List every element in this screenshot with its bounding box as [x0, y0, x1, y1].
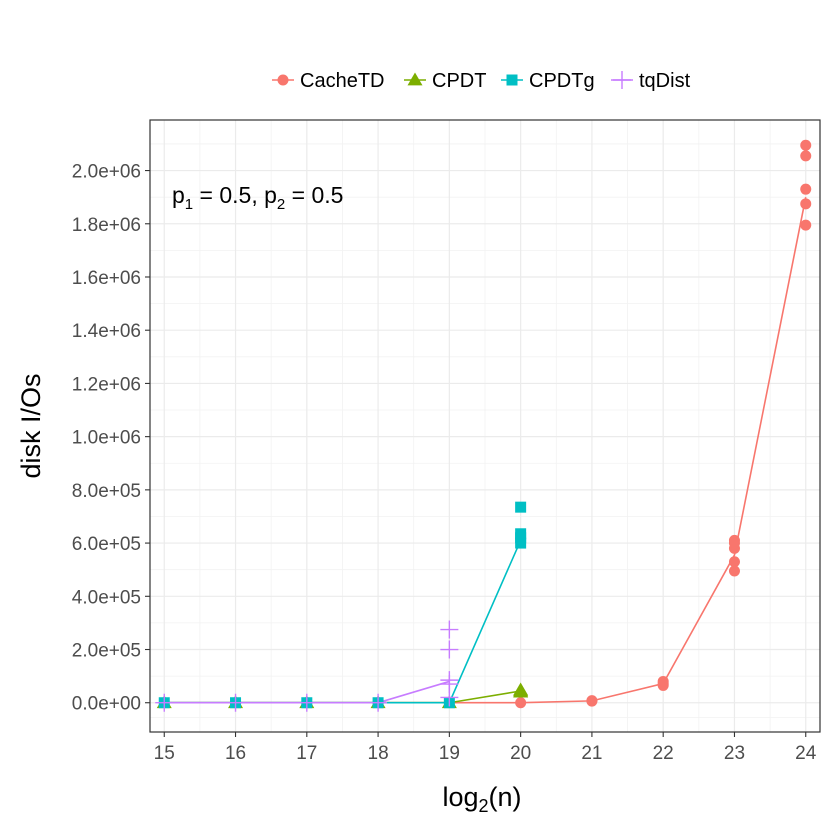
x-tick-label: 18 — [368, 743, 389, 764]
y-tick-label: 1.8e+06 — [72, 215, 141, 236]
legend-item-cpdt: CPDT — [404, 70, 486, 92]
y-tick-label: 0.0e+00 — [72, 694, 141, 715]
legend-item-tqdist: tqDist — [611, 70, 691, 92]
data-point-cachetd — [800, 150, 812, 162]
x-tick-label: 15 — [154, 743, 175, 764]
data-point-cachetd — [800, 139, 812, 151]
parameter-annotation: p1 = 0.5, p2 = 0.5 — [172, 182, 343, 213]
data-point-tqdist — [226, 693, 245, 712]
x-tick-label: 21 — [581, 743, 602, 764]
series-lines — [164, 197, 807, 704]
data-point-tqdist — [369, 693, 388, 712]
legend-item-cpdtg: CPDTg — [501, 70, 595, 92]
y-axis: 0.0e+00 2.0e+05 4.0e+05 6.0e+05 8.0e+05 1.0e+… — [72, 162, 150, 715]
data-point-cachetd — [800, 198, 812, 210]
plot-panel — [149, 119, 821, 733]
data-point-cachetd — [586, 695, 598, 707]
data-point-cachetd — [657, 675, 669, 687]
data-point-cpdtg — [515, 501, 527, 513]
x-tick-label: 24 — [795, 743, 817, 764]
data-point-tqdist — [440, 640, 459, 659]
x-tick-label: 23 — [724, 743, 745, 764]
legend-key-marker-cachetd — [277, 74, 289, 86]
data-point-cpdt — [513, 682, 529, 696]
legend-key-marker-tqdist — [613, 71, 631, 89]
x-tick-label: 22 — [653, 743, 674, 764]
x-axis-title-rest: (n) — [489, 782, 522, 812]
y-tick-label: 8.0e+05 — [72, 481, 141, 502]
data-point-cachetd — [728, 556, 740, 568]
legend-key-marker-cpdtg — [506, 74, 518, 86]
y-tick-label: 1.4e+06 — [72, 321, 141, 342]
legend-label-cpdtg: CPDTg — [529, 70, 595, 92]
data-point-tqdist — [440, 620, 459, 639]
legend-label-cachetd: CacheTD — [300, 70, 384, 92]
data-point-cachetd — [728, 565, 740, 577]
y-axis-title: disk I/Os — [16, 373, 46, 478]
x-tick-label: 19 — [439, 743, 460, 764]
x-axis-title-base: log — [442, 782, 478, 812]
x-axis-title: log2(n) — [442, 782, 521, 816]
y-tick-label: 2.0e+06 — [72, 162, 141, 183]
x-tick-label: 16 — [225, 743, 246, 764]
panel-border — [149, 119, 821, 733]
y-tick-label: 4.0e+05 — [72, 587, 141, 608]
legend-label-tqdist: tqDist — [639, 70, 691, 92]
annotation-p1: p — [172, 182, 185, 208]
x-axis-title-subscript: 2 — [479, 796, 489, 816]
major-gridlines — [150, 120, 820, 732]
data-point-tqdist — [155, 693, 174, 712]
data-point-cachetd — [728, 534, 740, 546]
x-tick-label: 20 — [510, 743, 531, 764]
legend: CacheTD CPDT CPDTg tqDist — [272, 70, 691, 92]
y-tick-label: 1.0e+06 — [72, 428, 141, 449]
legend-item-cachetd: CacheTD — [272, 70, 384, 92]
data-point-cachetd — [515, 697, 527, 709]
x-tick-label: 17 — [296, 743, 317, 764]
series-points — [155, 139, 812, 712]
y-tick-label: 1.6e+06 — [72, 268, 141, 289]
annotation-p2-value: = 0.5 — [285, 182, 343, 208]
y-tick-label: 2.0e+05 — [72, 641, 141, 662]
data-point-cpdtg — [515, 528, 527, 540]
x-axis: 15 16 17 18 19 20 21 22 23 24 — [154, 732, 817, 764]
annotation-p1-value: = 0.5, — [193, 182, 264, 208]
data-point-tqdist — [297, 693, 316, 712]
data-point-cachetd — [800, 183, 812, 195]
minor-gridlines — [150, 120, 820, 732]
annotation-p1-subscript: 1 — [185, 196, 193, 213]
y-tick-label: 6.0e+05 — [72, 534, 141, 555]
legend-key-marker-cpdt — [407, 72, 423, 86]
annotation-p2-subscript: 2 — [277, 196, 285, 213]
annotation-p2: p — [264, 182, 277, 208]
data-point-cachetd — [800, 219, 812, 231]
y-tick-label: 1.2e+06 — [72, 374, 141, 395]
data-point-tqdist — [440, 671, 459, 690]
legend-label-cpdt: CPDT — [432, 70, 486, 92]
